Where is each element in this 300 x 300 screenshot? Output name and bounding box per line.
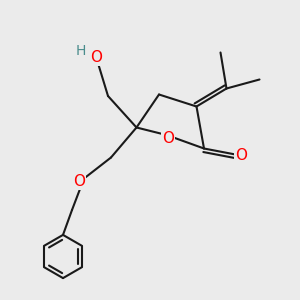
Text: O: O	[90, 50, 102, 65]
Text: O: O	[235, 148, 247, 164]
Text: H: H	[76, 44, 86, 58]
Text: O: O	[74, 174, 86, 189]
Text: O: O	[162, 131, 174, 146]
